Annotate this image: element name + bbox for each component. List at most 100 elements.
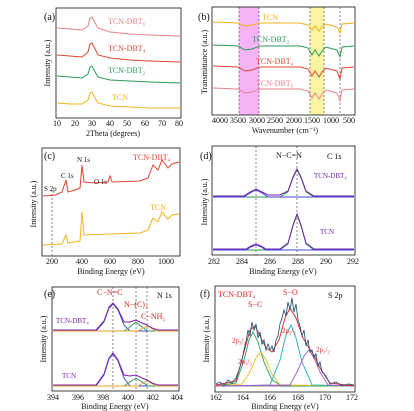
curve-tcn-dbt4 xyxy=(213,167,354,197)
curve-tcn xyxy=(212,21,355,35)
peak-label-o1s: O 1s xyxy=(94,178,107,186)
fit-component xyxy=(53,325,178,332)
x-tick-label: 30 xyxy=(88,119,96,128)
fit-component xyxy=(213,189,354,198)
label-tcn: TCN xyxy=(150,203,166,212)
panel-c: (c) S 2p C 1s N 1s O 1s TCN-DBT₄ TCN 200… xyxy=(29,147,181,276)
curve-tcn-dbt6 xyxy=(56,16,181,37)
x-tick-label: 40 xyxy=(106,119,114,128)
panel-letter: (d) xyxy=(200,151,212,162)
ftir-curves xyxy=(212,21,355,103)
panel-letter: (b) xyxy=(198,12,210,23)
label-tcn-dbt4: TCN-DBT₄ xyxy=(108,44,146,53)
curve-tcn-dbt4 xyxy=(56,42,181,63)
x-tick-labels: 162 164 166 168 170 172 xyxy=(210,393,358,402)
curve-tcn xyxy=(56,91,180,109)
x-tick-labels: 200 400 600 800 1000 xyxy=(46,257,174,266)
label-tcn-dbt2: TCN-DBT₂ xyxy=(108,66,146,75)
plot-frame xyxy=(211,145,356,256)
x-tick-label: 162 xyxy=(210,393,222,402)
x-axis-label: Binding Energy (eV) xyxy=(249,267,317,276)
peak-label-2p12-so: 2p₁/₂ xyxy=(316,346,330,354)
peak-label-cnc: C−N=C xyxy=(97,288,122,297)
x-tick-label: 60 xyxy=(141,119,149,128)
sample-label: TCN-DBT₄ xyxy=(218,290,256,299)
plot-frame xyxy=(55,7,182,119)
x-tick-label: 398 xyxy=(97,393,109,402)
fit-component xyxy=(213,244,354,251)
x-tick-label: 1000 xyxy=(158,257,174,266)
x-tick-label: 282 xyxy=(208,257,220,266)
x-tick-label: 1000 xyxy=(323,116,339,125)
x-tick-label: 500 xyxy=(343,116,355,125)
x-tick-label: 170 xyxy=(319,393,331,402)
peak-label-2p32-sc: 2p₃/₂ xyxy=(232,337,246,345)
curve-tcn xyxy=(42,211,180,246)
fit-component xyxy=(215,330,354,387)
label-tcn-dbt6: TCN-DBT₆ xyxy=(256,79,294,88)
label-tcn-dbt4: TCN-DBT₄ xyxy=(56,317,89,325)
label-tcn-dbt4: TCN-DBT₄ xyxy=(133,153,171,162)
core-level-label: C 1s xyxy=(327,152,341,161)
peak-label-n1s: N 1s xyxy=(77,156,90,164)
panel-letter: (c) xyxy=(44,151,55,162)
x-tick-label: 400 xyxy=(122,393,134,402)
x-tick-label: 396 xyxy=(72,393,84,402)
x-tick-label: 600 xyxy=(104,257,116,266)
y-axis-label: Intensity (a.u.) xyxy=(39,315,48,362)
x-tick-label: 3000 xyxy=(249,116,265,125)
fit-component xyxy=(215,351,355,387)
panel-letter: (a) xyxy=(44,12,55,23)
panel-e: (e) N 1s C−N=C N−(C)₃ C−NH₂ TCN-DBT₄ TCN… xyxy=(39,286,183,411)
fit-component xyxy=(53,353,178,387)
x-tick-label: 20 xyxy=(71,119,79,128)
xrd-curves xyxy=(56,16,181,109)
peak-label-2p12-sc: 2p₁/₂ xyxy=(238,358,252,366)
panel-b: (b) TCN TCN-DBT₂ TCN-DBT₄ TCN-DBT₆ 4000 … xyxy=(198,6,356,135)
s2p-fits xyxy=(215,297,355,387)
x-tick-label: 3500 xyxy=(230,116,246,125)
curve-tcn-dbt4 xyxy=(212,65,355,81)
x-tick-label: 2500 xyxy=(267,116,283,125)
peak-label-2p32-so: 2p₃/₂ xyxy=(282,327,296,335)
peak-label-c1s: C 1s xyxy=(61,172,74,180)
c1s-fits xyxy=(213,167,354,251)
core-level-label: N 1s xyxy=(157,291,172,300)
x-tick-label: 200 xyxy=(46,257,58,266)
x-tick-label: 402 xyxy=(147,393,159,402)
x-tick-labels: 10 20 30 40 50 60 70 80 xyxy=(53,119,183,128)
x-axis-label: Binding Energy (eV) xyxy=(77,267,145,276)
x-tick-label: 288 xyxy=(292,257,304,266)
x-tick-label: 400 xyxy=(76,257,88,266)
x-tick-label: 166 xyxy=(264,393,276,402)
x-tick-label: 2000 xyxy=(286,116,302,125)
label-tcn-dbt4: TCN-DBT₄ xyxy=(256,57,294,66)
x-tick-labels: 4000 3500 3000 2500 2000 1500 1000 500 xyxy=(212,116,355,125)
x-tick-label: 1500 xyxy=(304,116,320,125)
x-tick-label: 4000 xyxy=(212,116,228,125)
x-tick-label: 164 xyxy=(237,393,249,402)
x-tick-label: 172 xyxy=(346,393,358,402)
label-tcn-dbt2: TCN-DBT₂ xyxy=(252,35,290,44)
x-tick-label: 404 xyxy=(171,393,183,402)
x-tick-label: 284 xyxy=(236,257,248,266)
panel-f: (f) TCN-DBT₄ S 2p S−C S−O 2p₃/₂ 2p₁/₂ 2p… xyxy=(200,285,358,411)
curve-tcn-dbt2 xyxy=(212,44,355,59)
x-tick-labels: 282 284 286 288 290 292 xyxy=(208,257,359,266)
panel-a: (a) TCN-DBT₆ TCN-DBT₄ TCN-DBT₂ TCN 10 20… xyxy=(43,7,183,138)
x-tick-label: 10 xyxy=(53,119,61,128)
x-tick-label: 800 xyxy=(132,257,144,266)
label-tcn: TCN xyxy=(62,372,76,380)
plot-frame xyxy=(214,285,356,393)
highlight-band xyxy=(239,7,259,115)
label-tcn: TCN xyxy=(112,93,128,102)
y-axis-label: Intensity (a.u.) xyxy=(43,39,52,86)
peak-label-sc: S−C xyxy=(248,300,262,309)
label-tcn: TCN xyxy=(320,228,334,236)
peak-label-ncn: N−C=N xyxy=(276,151,302,160)
plot-frame xyxy=(211,6,356,116)
raw-spectrum xyxy=(215,297,355,387)
label-tcn: TCN xyxy=(262,13,278,22)
fit-component xyxy=(215,349,355,387)
